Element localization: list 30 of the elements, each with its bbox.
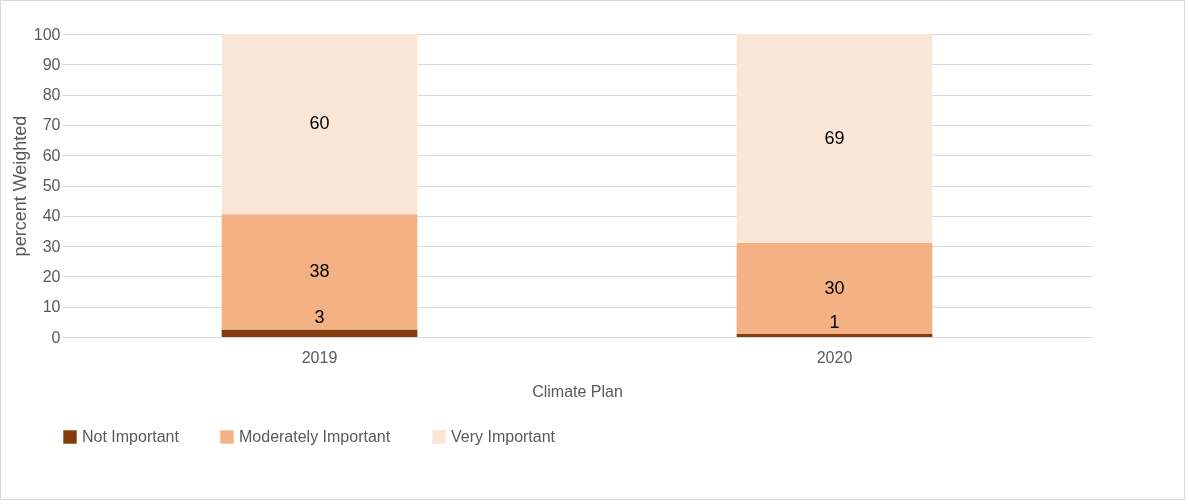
bar bbox=[221, 34, 418, 215]
x-axis-title: Climate Plan bbox=[532, 382, 623, 400]
data-label: 38 bbox=[309, 260, 330, 281]
bar bbox=[736, 243, 933, 334]
data-label: 3 bbox=[314, 307, 325, 328]
y-tick-label: 100 bbox=[33, 25, 61, 43]
y-tick-label: 10 bbox=[42, 298, 61, 316]
y-tick-label: 50 bbox=[42, 177, 61, 194]
legend-label: Moderately Important bbox=[239, 428, 391, 445]
y-tick-label: 90 bbox=[42, 55, 61, 73]
y-tick-label: 80 bbox=[42, 86, 61, 104]
x-tick-label: 2019 bbox=[301, 348, 338, 366]
y-tick-label: 0 bbox=[51, 328, 61, 346]
data-label: 69 bbox=[824, 127, 845, 148]
y-tick-label: 40 bbox=[42, 207, 61, 225]
y-tick-label: 20 bbox=[42, 267, 61, 285]
x-tick-label: 2020 bbox=[816, 348, 853, 366]
bar bbox=[221, 329, 418, 337]
bar bbox=[736, 34, 933, 244]
data-label: 1 bbox=[829, 311, 840, 332]
y-tick-label: 60 bbox=[42, 146, 61, 164]
y-tick-label: 70 bbox=[42, 116, 61, 134]
y-tick-label: 30 bbox=[42, 237, 61, 255]
legend-label: Very Important bbox=[451, 428, 556, 445]
bar bbox=[221, 214, 418, 330]
y-axis-title: percent Weighted bbox=[9, 115, 30, 257]
legend-label: Not Important bbox=[82, 428, 180, 445]
bar bbox=[736, 333, 933, 337]
data-label: 30 bbox=[824, 277, 845, 298]
data-label: 60 bbox=[309, 113, 330, 134]
